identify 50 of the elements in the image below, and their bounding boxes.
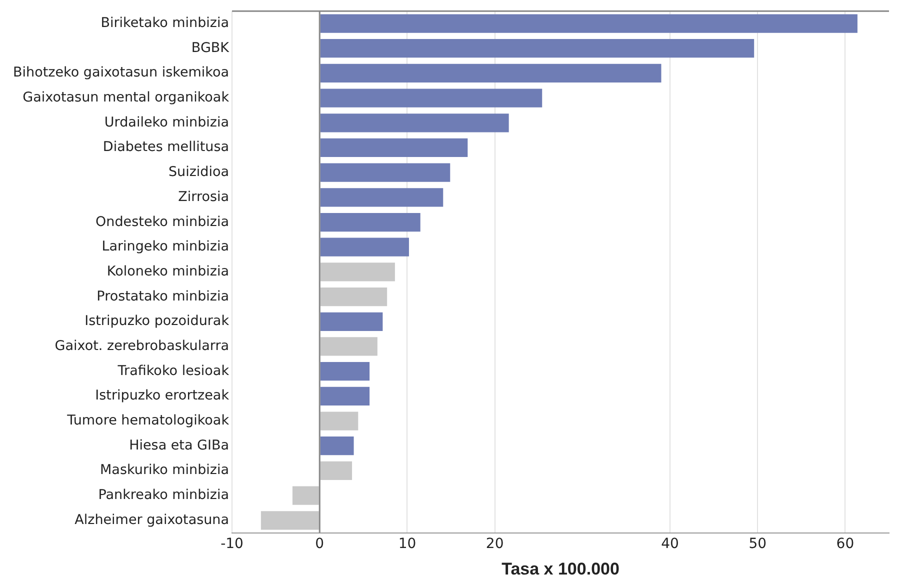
y-tick-label: Prostatako minbizia <box>96 288 230 304</box>
bar <box>320 287 388 306</box>
bar <box>320 39 754 58</box>
y-tick-label: Gaixot. zerebrobaskularra <box>54 338 230 354</box>
y-tick-label: Maskuriko minbizia <box>100 462 230 478</box>
y-tick-label: Zirrosia <box>178 188 230 205</box>
bar <box>320 188 444 207</box>
bar <box>320 114 509 132</box>
bar <box>320 64 662 83</box>
y-tick-label: Istripuzko erortzeak <box>95 388 230 404</box>
bar <box>320 436 354 456</box>
bar <box>320 461 352 480</box>
bar <box>320 312 383 331</box>
x-tick-label: 0 <box>315 536 324 552</box>
y-tick-label: Ondesteko minbizia <box>96 214 230 230</box>
bar <box>320 138 468 158</box>
x-tick-label: 40 <box>661 536 679 552</box>
bar <box>320 412 358 430</box>
y-tick-label: Istripuzko pozoidurak <box>84 313 230 330</box>
y-tick-label: Diabetes mellitusa <box>102 139 230 156</box>
bar <box>320 386 370 406</box>
bar <box>320 262 395 282</box>
bar <box>320 14 858 33</box>
y-tick-label: Urdaileko minbizia <box>104 114 230 130</box>
y-tick-label: Trafikoko lesioak <box>116 362 230 379</box>
x-tick-label: -10 <box>220 536 244 552</box>
y-tick-label: Laringeko minbizia <box>102 238 230 255</box>
bar <box>320 362 370 381</box>
y-tick-label: BGBK <box>191 40 230 56</box>
y-tick-label: Gaixotasun mental organikoak <box>22 90 230 106</box>
x-tick-label: 20 <box>486 536 504 552</box>
x-tick-label: 60 <box>836 536 854 552</box>
y-tick-label: Koloneko minbizia <box>106 263 230 280</box>
y-tick-label: Alzheimer gaixotasuna <box>74 512 230 528</box>
bar <box>320 212 420 232</box>
x-tick-label: 50 <box>748 536 767 552</box>
y-tick-label: Tumore hematologikoak <box>66 412 230 429</box>
y-tick-label: Pankreako minbizia <box>98 487 230 504</box>
y-tick-label: Biriketako minbizia <box>100 15 230 32</box>
y-tick-label: Bihotzeko gaixotasun iskemikoa <box>12 64 230 81</box>
y-tick-label: Hiesa eta GIBa <box>129 437 230 454</box>
bar <box>320 337 378 356</box>
x-axis-title: Tasa x 100.000 <box>502 559 620 578</box>
bar <box>292 486 319 505</box>
y-tick-label: Suizidioa <box>168 164 230 180</box>
bar <box>320 238 409 256</box>
bar <box>320 163 450 182</box>
bar <box>320 88 542 108</box>
x-tick-label: 10 <box>398 536 416 552</box>
bar <box>260 511 319 530</box>
